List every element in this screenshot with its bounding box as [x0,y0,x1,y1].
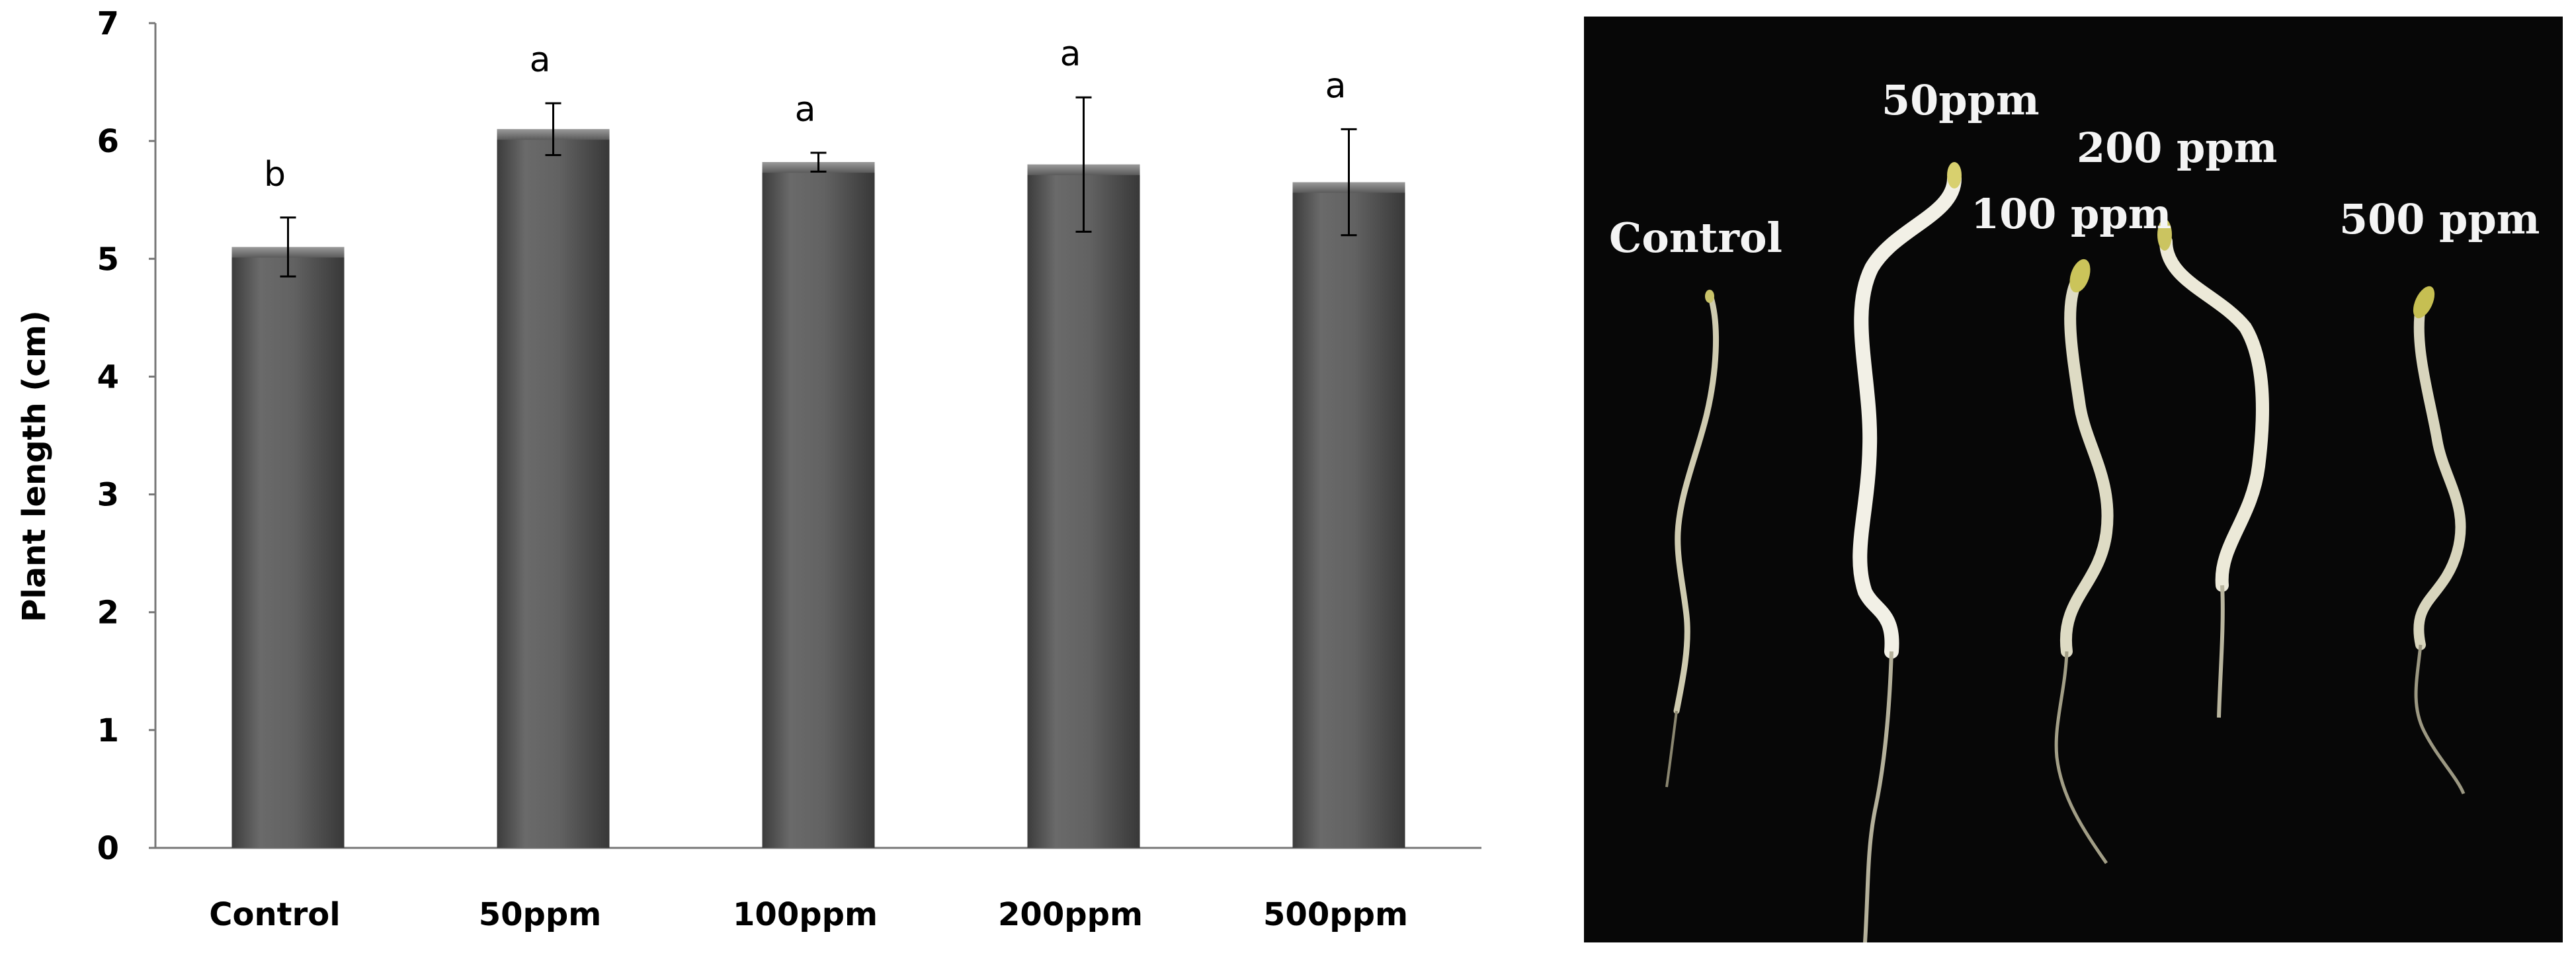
seedling-200ppm [2157,219,2269,718]
seedling-photo [1665,162,2466,942]
bar [1292,182,1405,848]
significance-letter: b [264,155,286,194]
photo-label-50ppm: 50ppm [1882,76,2040,124]
bar [497,129,610,848]
seedling-500ppm [2413,286,2466,794]
bar [231,247,345,848]
photo-label-100ppm: 100 ppm [1971,190,2172,238]
y-tick-label: 0 [97,830,119,867]
y-tick-label: 3 [97,477,119,514]
photo-label-control: Control [1609,214,1782,262]
bar [762,162,875,848]
y-tick-label: 4 [97,358,119,395]
y-tick-label: 5 [97,241,119,278]
x-category-label: 200ppm [998,896,1143,933]
x-category-label: 50ppm [479,896,602,933]
seedling-control [1665,290,1720,788]
significance-letter: a [1325,66,1347,106]
seedling-photo-panel: Control 50ppm 100 ppm 200 ppm 500 ppm [1584,17,2563,942]
significance-letter: a [1060,34,1081,74]
x-category-label: Control [209,896,340,933]
bar-chart: 0 1 2 3 4 5 6 7 b a a a a Control 50ppm 100ppm 200ppm 5… [16,5,1481,933]
significance-letter: a [795,90,816,130]
x-category-label: 100ppm [733,896,878,933]
y-axis-title: Plant length (cm) [16,310,53,622]
seedling-50ppm [1852,162,1962,942]
y-tick-label: 1 [97,712,119,749]
photo-label-500ppm: 500 ppm [2339,195,2540,243]
seedling-100ppm [2054,259,2114,864]
y-tick-label: 2 [97,595,119,632]
bar-chart-panel: 0 1 2 3 4 5 6 7 b a a a a Control 50ppm 100ppm 200ppm 5… [16,5,1481,933]
y-tick-label: 6 [97,123,119,160]
significance-letter: a [530,40,551,80]
x-category-label: 500ppm [1263,896,1408,933]
photo-label-200ppm: 200 ppm [2077,124,2278,172]
y-tick-label: 7 [97,5,119,42]
bar [1027,164,1140,848]
